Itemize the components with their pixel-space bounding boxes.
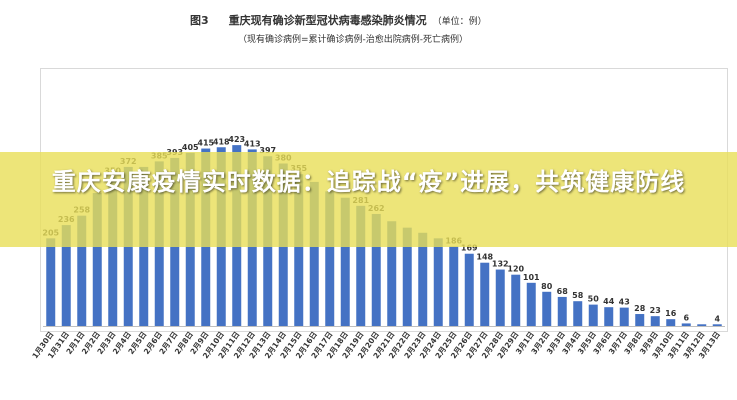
data-label-3月2日: 80: [541, 282, 553, 291]
data-label-3月3日: 68: [557, 287, 569, 296]
banner-headline: 重庆安康疫情实时数据：追踪战“疫”进展，共筑健康防线: [51, 168, 686, 196]
bar-2月23日: [418, 232, 428, 326]
data-label-2月9日: 415: [197, 139, 214, 148]
bar-3月11日: [681, 323, 691, 326]
bar-2月21日: [387, 221, 397, 326]
bar-2月29日: [511, 274, 521, 326]
data-label-3月5日: 50: [588, 295, 600, 304]
bar-3月10日: [666, 319, 676, 326]
bar-2月24日: [433, 238, 443, 326]
bar-3月8日: [635, 314, 645, 326]
data-label-3月8日: 28: [634, 304, 646, 313]
data-label-3月4日: 58: [572, 291, 584, 300]
data-label-3月11日: 6: [683, 313, 689, 322]
bar-2月25日: [449, 246, 459, 326]
bar-3月4日: [573, 301, 583, 326]
data-label-2月13日: 397: [259, 146, 276, 155]
data-label-3月1日: 101: [523, 273, 540, 282]
bar-1月30日: [46, 238, 56, 326]
overlay-banner: 重庆安康疫情实时数据：追踪战“疫”进展，共筑健康防线: [0, 152, 737, 247]
data-label-3月6日: 44: [603, 297, 615, 306]
bar-3月1日: [526, 282, 536, 326]
x-axis-tick-labels: 1月30日1月31日2月1日2月2日2月3日2月4日2月5日2月6日2月7日2月…: [30, 330, 721, 360]
bar-2月26日: [464, 253, 474, 326]
data-label-3月13日: 4: [714, 314, 720, 323]
bar-2月19日: [356, 205, 366, 326]
data-label-2月29日: 120: [507, 265, 524, 274]
bar-3月2日: [542, 291, 552, 326]
figure-label: 图3: [190, 14, 209, 27]
bar-3月7日: [619, 307, 629, 326]
bar-3月3日: [557, 296, 567, 326]
data-label-3月10日: 16: [665, 309, 677, 318]
data-label-2月12日: 413: [244, 139, 261, 148]
bar-2月18日: [340, 197, 350, 326]
bar-1月31日: [61, 225, 71, 326]
bar-2月20日: [371, 213, 381, 326]
data-label-2月28日: 132: [492, 260, 509, 269]
data-label-2月8日: 405: [182, 143, 199, 152]
bar-2月3日: [108, 176, 118, 326]
chart-subtitle: （现有确诊病例=累计确诊病例-治愈出院病例-死亡病例）: [238, 35, 469, 45]
bar-3月5日: [588, 304, 598, 326]
bar-2月2日: [92, 193, 102, 326]
bar-3月9日: [650, 316, 660, 326]
bar-3月12日: [697, 324, 707, 326]
unit-note: （单位：例）: [432, 17, 487, 27]
bar-2月27日: [480, 262, 490, 326]
chart-title: 重庆现有确诊新型冠状病毒感染肺炎情况: [228, 14, 427, 27]
bar-2月1日: [77, 215, 87, 326]
data-label-3月9日: 23: [650, 306, 661, 315]
chart-title-line: 图3 重庆现有确诊新型冠状病毒感染肺炎情况 （单位：例）: [190, 12, 487, 28]
bar-2月16日: [309, 181, 319, 326]
data-label-3月7日: 43: [619, 298, 630, 307]
bar-2月17日: [325, 191, 335, 326]
bar-2月15日: [294, 174, 304, 326]
bar-3月13日: [712, 324, 722, 326]
data-label-2月11日: 423: [228, 135, 245, 144]
data-label-2月10日: 418: [213, 137, 230, 146]
bar-2月28日: [495, 269, 505, 326]
data-label-2月27日: 148: [476, 253, 493, 262]
data-label-2月26日: 169: [461, 244, 478, 253]
bar-2月22日: [402, 227, 412, 326]
bar-3月6日: [604, 307, 614, 326]
